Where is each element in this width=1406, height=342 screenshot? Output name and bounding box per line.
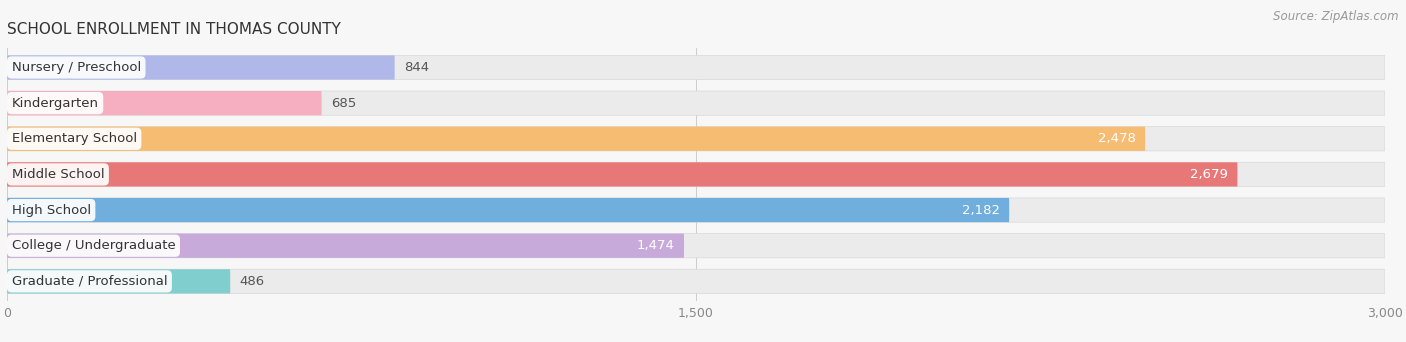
Text: 685: 685 bbox=[330, 97, 356, 110]
FancyBboxPatch shape bbox=[7, 234, 685, 258]
Text: 486: 486 bbox=[239, 275, 264, 288]
Text: Middle School: Middle School bbox=[11, 168, 104, 181]
FancyBboxPatch shape bbox=[7, 269, 1385, 293]
FancyBboxPatch shape bbox=[7, 198, 1385, 222]
FancyBboxPatch shape bbox=[7, 198, 1010, 222]
Text: Nursery / Preschool: Nursery / Preschool bbox=[11, 61, 141, 74]
FancyBboxPatch shape bbox=[7, 162, 1237, 186]
FancyBboxPatch shape bbox=[7, 91, 322, 115]
Text: College / Undergraduate: College / Undergraduate bbox=[11, 239, 176, 252]
FancyBboxPatch shape bbox=[7, 162, 1385, 186]
Text: SCHOOL ENROLLMENT IN THOMAS COUNTY: SCHOOL ENROLLMENT IN THOMAS COUNTY bbox=[7, 22, 340, 37]
FancyBboxPatch shape bbox=[7, 91, 1385, 115]
Text: 844: 844 bbox=[404, 61, 429, 74]
Text: Graduate / Professional: Graduate / Professional bbox=[11, 275, 167, 288]
FancyBboxPatch shape bbox=[7, 55, 395, 80]
Text: Source: ZipAtlas.com: Source: ZipAtlas.com bbox=[1274, 10, 1399, 23]
FancyBboxPatch shape bbox=[7, 127, 1144, 151]
Text: 2,182: 2,182 bbox=[962, 203, 1000, 216]
Text: Elementary School: Elementary School bbox=[11, 132, 136, 145]
Text: 2,679: 2,679 bbox=[1191, 168, 1229, 181]
FancyBboxPatch shape bbox=[7, 269, 231, 293]
FancyBboxPatch shape bbox=[7, 234, 1385, 258]
Text: 2,478: 2,478 bbox=[1098, 132, 1136, 145]
Text: High School: High School bbox=[11, 203, 91, 216]
FancyBboxPatch shape bbox=[7, 55, 1385, 80]
FancyBboxPatch shape bbox=[7, 127, 1385, 151]
Text: Kindergarten: Kindergarten bbox=[11, 97, 98, 110]
Text: 1,474: 1,474 bbox=[637, 239, 675, 252]
